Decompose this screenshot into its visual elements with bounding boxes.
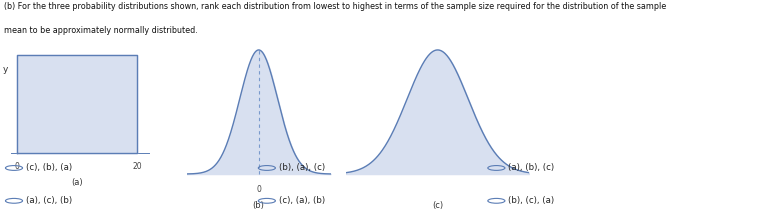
- Text: (c), (b), (a): (c), (b), (a): [26, 163, 72, 173]
- Text: 0: 0: [256, 185, 261, 194]
- Text: (b), (c), (a): (b), (c), (a): [508, 196, 554, 205]
- Text: (b) For the three probability distributions shown, rank each distribution from l: (b) For the three probability distributi…: [4, 2, 666, 11]
- Text: y: y: [2, 65, 8, 74]
- Text: (c): (c): [432, 201, 443, 210]
- Text: (a), (b), (c): (a), (b), (c): [508, 163, 554, 173]
- Text: (c), (a), (b): (c), (a), (b): [279, 196, 324, 205]
- Text: mean to be approximately normally distributed.: mean to be approximately normally distri…: [4, 26, 198, 35]
- Polygon shape: [17, 55, 137, 152]
- Text: 20: 20: [132, 162, 142, 171]
- Text: 0: 0: [15, 162, 19, 171]
- Text: (b): (b): [253, 201, 265, 210]
- Text: (a): (a): [72, 178, 83, 187]
- Text: (b), (a), (c): (b), (a), (c): [279, 163, 324, 173]
- Text: (a), (c), (b): (a), (c), (b): [26, 196, 72, 205]
